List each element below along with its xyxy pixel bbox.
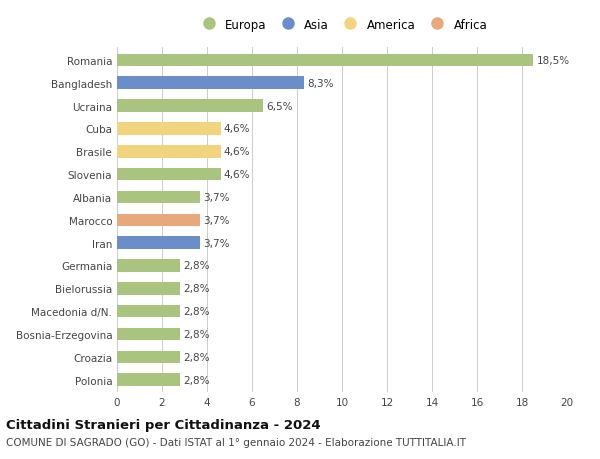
Bar: [117, 305, 180, 318]
Text: 3,7%: 3,7%: [203, 215, 230, 225]
Text: 8,3%: 8,3%: [307, 78, 334, 89]
Legend: Europa, Asia, America, Africa: Europa, Asia, America, Africa: [194, 16, 490, 34]
Bar: [117, 374, 180, 386]
Text: 2,8%: 2,8%: [184, 329, 210, 339]
Bar: [117, 214, 200, 227]
Text: 6,5%: 6,5%: [266, 101, 293, 112]
Bar: [117, 55, 533, 67]
Bar: [117, 146, 221, 158]
Bar: [117, 282, 180, 295]
Text: 4,6%: 4,6%: [224, 170, 250, 180]
Text: 3,7%: 3,7%: [203, 238, 230, 248]
Text: 3,7%: 3,7%: [203, 192, 230, 202]
Text: COMUNE DI SAGRADO (GO) - Dati ISTAT al 1° gennaio 2024 - Elaborazione TUTTITALIA: COMUNE DI SAGRADO (GO) - Dati ISTAT al 1…: [6, 437, 466, 447]
Text: 2,8%: 2,8%: [184, 375, 210, 385]
Text: 18,5%: 18,5%: [536, 56, 570, 66]
Bar: [117, 123, 221, 135]
Bar: [117, 191, 200, 204]
Bar: [117, 328, 180, 341]
Bar: [117, 100, 263, 112]
Text: 2,8%: 2,8%: [184, 307, 210, 317]
Text: 2,8%: 2,8%: [184, 352, 210, 362]
Bar: [117, 260, 180, 272]
Bar: [117, 77, 304, 90]
Bar: [117, 168, 221, 181]
Text: 2,8%: 2,8%: [184, 261, 210, 271]
Bar: [117, 351, 180, 364]
Text: 2,8%: 2,8%: [184, 284, 210, 294]
Text: 4,6%: 4,6%: [224, 147, 250, 157]
Bar: [117, 237, 200, 249]
Text: 4,6%: 4,6%: [224, 124, 250, 134]
Text: Cittadini Stranieri per Cittadinanza - 2024: Cittadini Stranieri per Cittadinanza - 2…: [6, 418, 320, 431]
